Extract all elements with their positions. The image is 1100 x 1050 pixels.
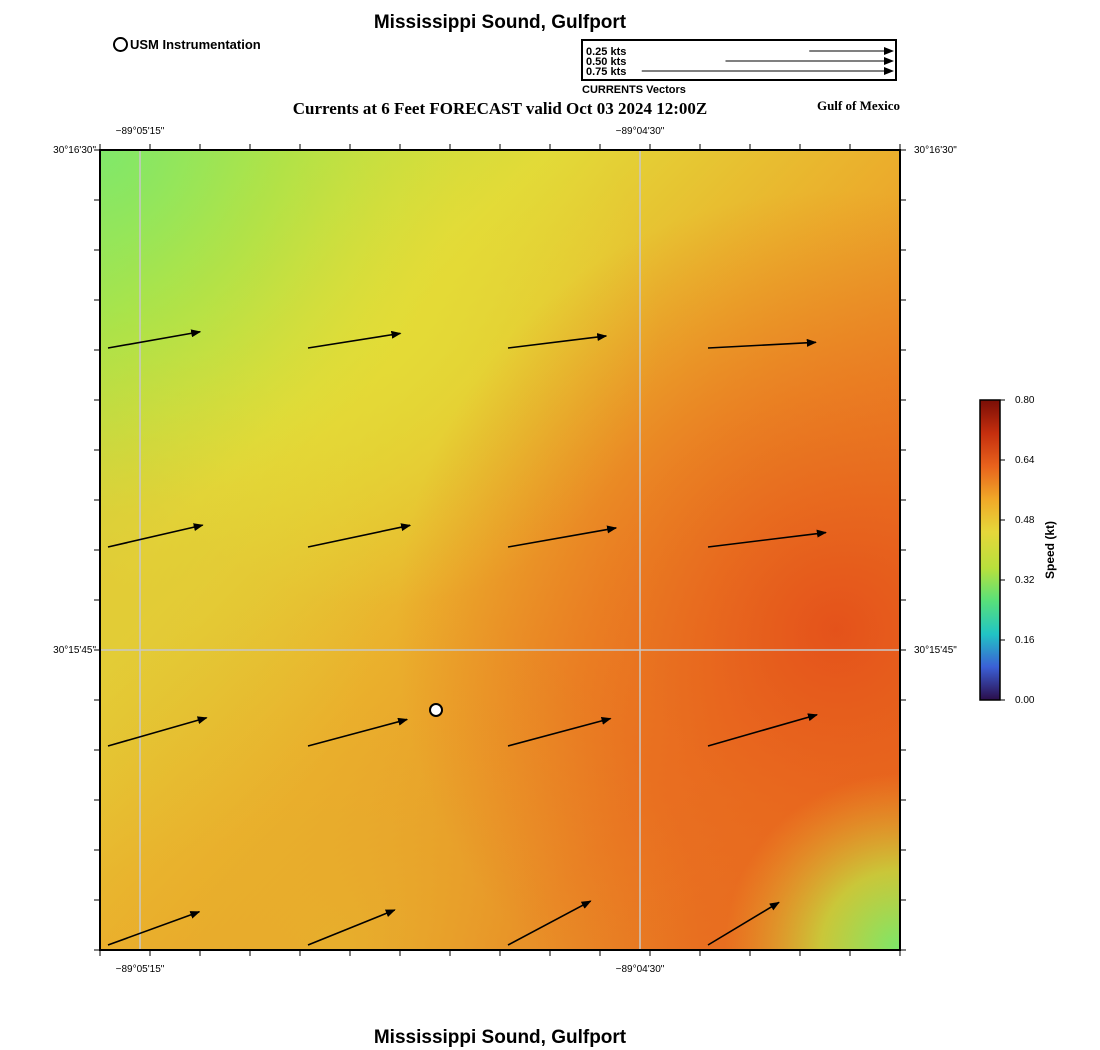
current-vector-r2-c2 (507, 716, 612, 747)
vector-legend: 0.25 kts 0.50 kts 0.75 kts (581, 39, 897, 81)
current-vector-r3-c2 (507, 900, 592, 946)
vector-legend-label-3: 0.75 kts (586, 66, 627, 78)
current-vector-r1-c3 (707, 529, 827, 548)
current-vector-r1-c0 (107, 523, 204, 548)
current-vector-r2-c3 (707, 713, 818, 747)
lon-tick-top-2: −89°04'30" (615, 126, 665, 137)
lon-tick-bottom-1: −89°05'15" (115, 964, 165, 975)
current-vector-r0-c1 (307, 330, 402, 349)
lat-tick-left-1: 30°16'30" (53, 145, 96, 156)
lat-tick-right-2: 30°15'45" (914, 645, 957, 656)
speed-field (100, 150, 900, 950)
region-label: Gulf of Mexico (816, 98, 900, 113)
vector-legend-label-1: 0.25 kts (586, 46, 627, 58)
graticule (100, 150, 900, 950)
colorbar-tick-1: 0.80 (1015, 395, 1035, 406)
current-vector-r1-c1 (307, 523, 412, 548)
vector-legend-arrows (641, 47, 894, 75)
current-vector-r2-c0 (107, 716, 208, 747)
lon-tick-bottom-2: −89°04'30" (615, 964, 665, 975)
station-marker[interactable] (429, 703, 443, 717)
forecast-subtitle: Currents at 6 Feet FORECAST valid Oct 03… (292, 99, 708, 118)
marker-legend-label: USM Instrumentation (130, 37, 261, 52)
current-vector-r1-c2 (507, 525, 618, 548)
map-title-top: Mississippi Sound, Gulfport (373, 12, 627, 33)
current-vector-r2-c1 (307, 717, 409, 747)
lat-tick-right-1: 30°16'30" (914, 145, 957, 156)
current-vector-r3-c0 (107, 911, 201, 946)
colorbar-tick-4: 0.32 (1015, 575, 1035, 586)
colorbar-tick-3: 0.48 (1015, 515, 1035, 526)
current-vector-r3-c1 (307, 909, 396, 946)
vector-layer (107, 329, 827, 946)
vector-legend-label-2: 0.50 kts (586, 56, 627, 68)
vector-legend-title: CURRENTS Vectors (582, 84, 686, 96)
current-vector-r0-c0 (107, 329, 202, 349)
lon-tick-top-1: −89°05'15" (115, 126, 165, 137)
current-vector-r0-c2 (507, 333, 608, 349)
current-vector-r0-c3 (707, 338, 817, 349)
colorbar-label: Speed (kt) (1043, 520, 1057, 580)
colorbar-tick-5: 0.16 (1015, 635, 1035, 646)
lat-tick-left-2: 30°15'45" (53, 645, 96, 656)
colorbar-tick-2: 0.64 (1015, 455, 1035, 466)
current-vector-r3-c3 (707, 901, 780, 946)
current-map (94, 144, 906, 956)
map-title-bottom: Mississippi Sound, Gulfport (373, 1027, 627, 1048)
tick-marks (94, 144, 906, 956)
marker-legend: USM Instrumentation (113, 37, 261, 52)
station-marker-icon (113, 37, 128, 52)
colorbar-tick-6: 0.00 (1015, 695, 1035, 706)
colorbar (979, 399, 1005, 701)
